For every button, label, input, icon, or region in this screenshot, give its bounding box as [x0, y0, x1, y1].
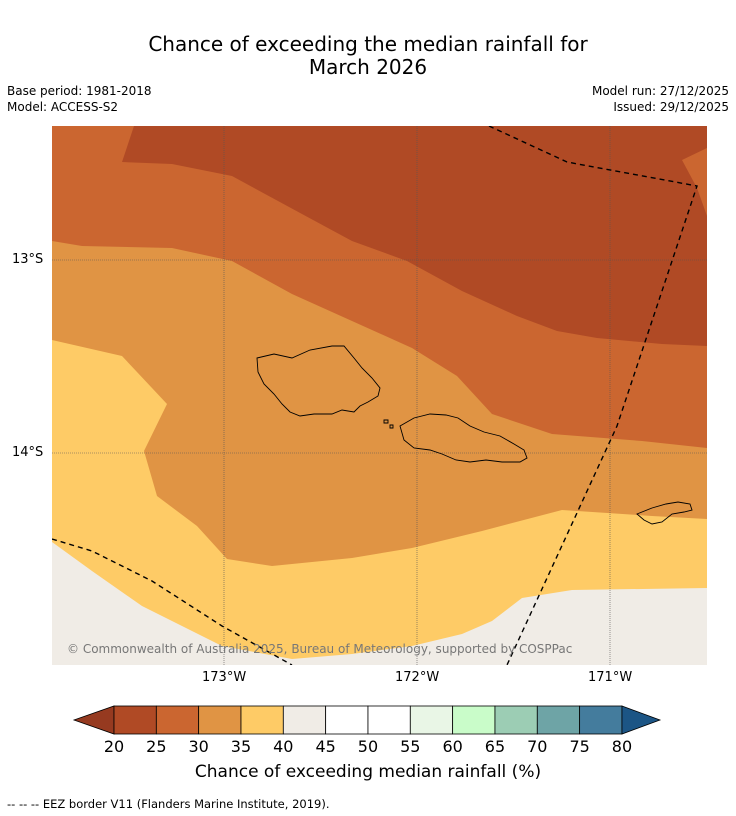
issued-date: Issued: 29/12/2025 [613, 100, 729, 114]
copyright-notice: © Commonwealth of Australia 2025, Bureau… [67, 642, 573, 656]
colorbar-segment [282, 705, 327, 735]
savaii-island [256, 345, 381, 417]
colorbar-segment [367, 705, 411, 735]
colorbar-segment [113, 705, 157, 735]
colorbar-over-arrow [621, 705, 662, 735]
colorbar-title: Chance of exceeding median rainfall (%) [194, 762, 542, 782]
colorbar-tick-label: 20 [103, 737, 125, 756]
colorbar-segment [240, 705, 284, 735]
lon-label: 172°W [395, 670, 440, 685]
colorbar-segment [198, 705, 242, 735]
lat-label: 13°S [12, 252, 44, 267]
colorbar-tick-label: 75 [569, 737, 590, 756]
tutuila-island [636, 501, 693, 525]
colorbar-segment [452, 705, 496, 735]
colorbar-tick-label: 60 [442, 737, 463, 756]
lon-label: 173°W [202, 670, 247, 685]
colorbar-segment [409, 705, 454, 735]
rainfall-map [52, 126, 707, 665]
colorbar-segment [325, 705, 369, 735]
apolima-island [389, 424, 394, 429]
manono-island [383, 419, 389, 424]
colorbar-tick-label: 45 [315, 737, 336, 756]
colorbar-segment [536, 705, 581, 735]
colorbar-segment [494, 705, 538, 735]
chart-title: Chance of exceeding the median rainfall … [148, 32, 588, 56]
colorbar-tick-label: 40 [273, 737, 294, 756]
colorbar-segment [155, 705, 200, 735]
colorbar-tick-label: 30 [188, 737, 209, 756]
upolu-island [399, 413, 528, 463]
colorbar-under-arrow [72, 705, 115, 735]
islands [256, 345, 693, 525]
colorbar [72, 705, 662, 735]
colorbar-tick-label: 80 [611, 737, 633, 756]
model-run: Model run: 27/12/2025 [591, 84, 729, 98]
base-period: Base period: 1981-2018 [7, 84, 152, 98]
colorbar-segment [579, 705, 623, 735]
colorbar-tick-label: 25 [146, 737, 167, 756]
region-bin-25-30-east [682, 148, 707, 216]
colorbar-tick-label: 50 [357, 737, 379, 756]
colorbar-tick-label: 65 [484, 737, 506, 756]
eez-border [52, 126, 698, 665]
region-bin-20-25 [122, 126, 707, 346]
model-name: Model: ACCESS-S2 [7, 100, 119, 114]
colorbar-tick-label: 70 [527, 737, 548, 756]
chart-subtitle: March 2026 [308, 55, 428, 79]
colorbar-tick-label: 35 [230, 737, 252, 756]
lat-label: 14°S [12, 445, 44, 460]
eez-footnote: -- -- -- EEZ border V11 (Flanders Marine… [7, 797, 330, 811]
lon-label: 171°W [588, 670, 633, 685]
colorbar-tick-label: 55 [400, 737, 421, 756]
